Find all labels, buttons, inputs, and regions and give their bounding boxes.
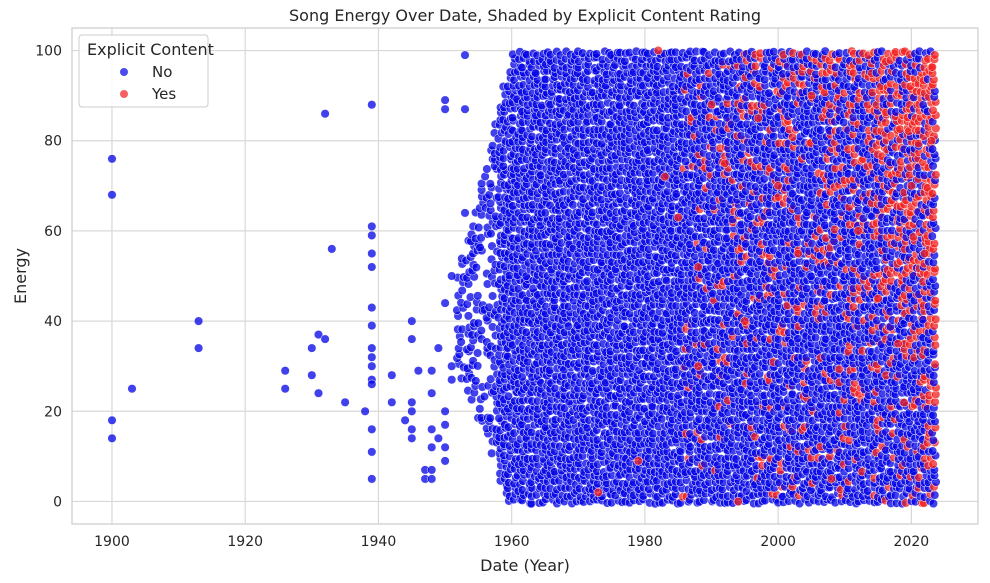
non-explicit-point [526,427,537,437]
non-explicit-point [473,361,483,371]
non-explicit-point [588,366,598,376]
non-explicit-point [657,414,667,424]
non-explicit-point [480,171,490,182]
non-explicit-point [760,75,770,85]
non-explicit-point [503,391,513,401]
non-explicit-point [485,413,495,423]
non-explicit-point [471,376,481,386]
dense-points-layer [452,46,941,509]
non-explicit-point [540,208,550,218]
non-explicit-point [486,374,496,384]
non-explicit-point [690,308,700,318]
non-explicit-point [662,276,672,286]
non-explicit-point [475,242,485,253]
non-explicit-point [475,404,485,414]
non-explicit-point [498,161,508,171]
non-explicit-point [486,229,496,239]
non-explicit-point [463,311,473,321]
non-explicit-point [750,225,761,235]
non-explicit-point [540,74,551,84]
explicit-point [750,61,760,71]
non-explicit-point [769,47,779,57]
non-explicit-point [568,200,578,210]
non-explicit-point [484,302,494,312]
non-explicit-point [485,179,495,189]
non-explicit-point [768,131,779,141]
non-explicit-point [708,358,718,368]
non-explicit-point [666,226,676,236]
non-explicit-point [545,365,555,375]
non-explicit-point [620,56,630,66]
non-explicit-point [671,189,681,199]
non-explicit-point [473,291,483,301]
non-explicit-point [482,164,492,174]
non-explicit-point [680,156,691,166]
non-explicit-point [479,392,489,402]
non-explicit-point [507,113,518,123]
non-explicit-point [456,337,466,347]
non-explicit-point [764,88,774,98]
non-explicit-point [709,245,719,255]
non-explicit-point [521,327,531,337]
non-explicit-point [457,285,467,296]
non-explicit-point [476,325,486,336]
non-explicit-point [488,141,498,151]
non-explicit-point [487,448,497,458]
non-explicit-point [473,348,483,358]
non-explicit-point [713,93,723,103]
non-explicit-point [471,262,481,272]
non-explicit-point [488,291,498,301]
non-explicit-point [474,222,484,233]
